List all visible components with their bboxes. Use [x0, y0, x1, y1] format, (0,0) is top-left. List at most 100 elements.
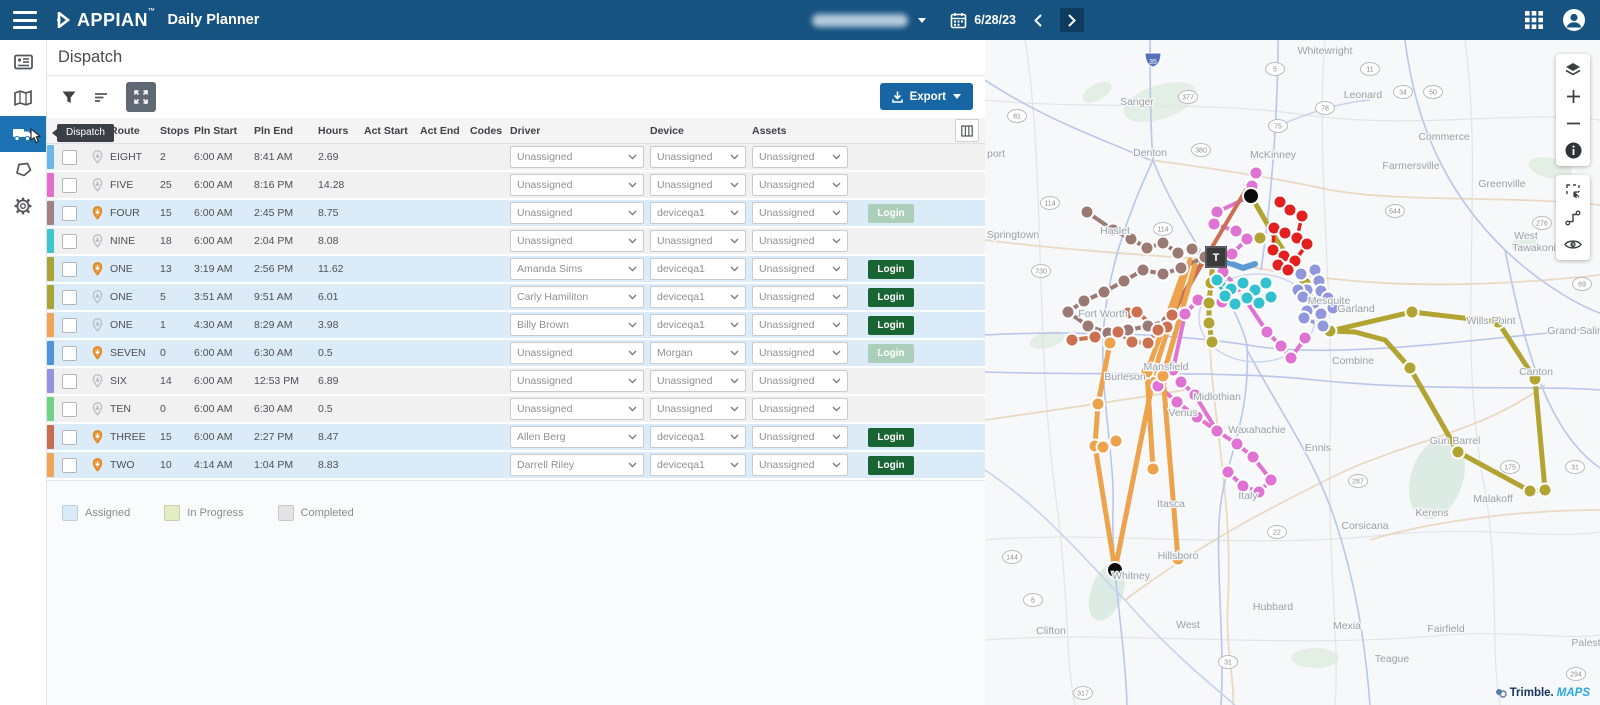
table-row[interactable]: FOUR 15 6:00 AM 2:45 PM 8.75 Unassigned device… — [46, 200, 985, 226]
route-stop-olive[interactable] — [1201, 295, 1217, 311]
route-stop-pink[interactable] — [1209, 204, 1225, 220]
login-button[interactable]: Login — [868, 315, 914, 335]
table-row[interactable]: ONE 1 4:30 AM 8:29 AM 3.98 Billy Brown deviceq… — [46, 312, 985, 338]
route-stop-periwinkle[interactable] — [1315, 318, 1331, 334]
route-path-icon[interactable] — [1556, 204, 1590, 231]
row-checkbox[interactable] — [61, 233, 77, 249]
device-select[interactable]: deviceqa1 — [650, 286, 746, 308]
assets-select[interactable]: Unassigned — [752, 230, 848, 252]
route-stop-pink[interactable] — [1283, 350, 1299, 366]
driver-select[interactable]: Unassigned — [510, 398, 644, 420]
route-stop-pink[interactable] — [1189, 409, 1205, 425]
route-stop-pink[interactable] — [1169, 394, 1185, 410]
row-checkbox[interactable] — [61, 429, 77, 445]
info-icon[interactable] — [1556, 137, 1590, 164]
device-select[interactable]: Unassigned — [650, 230, 746, 252]
export-button[interactable]: Export — [879, 83, 973, 110]
layers-icon[interactable] — [1556, 56, 1590, 83]
route-stop-brown[interactable] — [1155, 266, 1171, 282]
column-header-device[interactable]: Device — [650, 124, 684, 137]
driver-select[interactable]: Carly Hamiliton — [510, 286, 644, 308]
route-stop-red[interactable] — [1280, 262, 1296, 278]
route-stop-salmon[interactable] — [1140, 335, 1156, 351]
device-select[interactable]: deviceqa1 — [650, 202, 746, 224]
device-select[interactable]: Unassigned — [650, 174, 746, 196]
route-stop-salmon[interactable] — [1110, 324, 1126, 340]
driver-select[interactable]: Darrell Riley — [510, 454, 644, 476]
row-checkbox[interactable] — [61, 345, 77, 361]
row-checkbox[interactable] — [61, 289, 77, 305]
route-stop-olive[interactable] — [1450, 444, 1466, 460]
route-stop-pink[interactable] — [1245, 449, 1261, 465]
device-select[interactable]: deviceqa1 — [650, 314, 746, 336]
driver-select[interactable]: Billy Brown — [510, 314, 644, 336]
account-caret-icon[interactable] — [918, 17, 927, 23]
filter-icon[interactable] — [62, 91, 76, 104]
route-endpoint-marker[interactable] — [1242, 187, 1260, 205]
assets-select[interactable]: Unassigned — [752, 258, 848, 280]
route-stop-orange[interactable] — [1139, 364, 1155, 380]
row-checkbox[interactable] — [61, 149, 77, 165]
assets-select[interactable]: Unassigned — [752, 454, 848, 476]
route-stop-brown[interactable] — [1170, 245, 1186, 261]
assets-select[interactable]: Unassigned — [752, 202, 848, 224]
route-stop-olive[interactable] — [1490, 314, 1506, 330]
column-header-pln-end[interactable]: Pln End — [254, 124, 294, 137]
assets-select[interactable]: Unassigned — [752, 146, 848, 168]
assets-select[interactable]: Unassigned — [752, 314, 848, 336]
driver-select[interactable]: Unassigned — [510, 230, 644, 252]
table-row[interactable]: FIVE 25 6:00 AM 8:16 PM 14.28 Unassigned Unass… — [46, 172, 985, 198]
route-stop-brown[interactable] — [1123, 231, 1139, 247]
login-button[interactable]: Login — [868, 259, 914, 279]
map-canvas[interactable]: T port Sanger Denton McKinney Whitewright Leo… — [985, 40, 1600, 705]
route-stop-cyan[interactable] — [1235, 275, 1251, 291]
column-header-act-end[interactable]: Act End — [420, 124, 460, 137]
table-row[interactable]: ONE 13 3:19 AM 2:56 PM 11.62 Amanda Sims devic… — [46, 256, 985, 282]
device-select[interactable]: Unassigned — [650, 398, 746, 420]
device-select[interactable]: Morgan — [650, 342, 746, 364]
sidebar-item-zones[interactable] — [0, 152, 46, 188]
route-stop-brown[interactable] — [1184, 241, 1200, 257]
route-stop-brown[interactable] — [1105, 222, 1121, 238]
route-stop-cyan[interactable] — [1263, 289, 1279, 305]
route-stop-brown[interactable] — [1116, 273, 1132, 289]
route-stop-salmon[interactable] — [1087, 329, 1103, 345]
column-header-driver[interactable]: Driver — [510, 124, 541, 137]
route-stop-orange[interactable] — [1145, 461, 1161, 477]
depot-marker[interactable]: T — [1205, 246, 1227, 268]
sidebar-item-map-view[interactable] — [0, 80, 46, 116]
device-select[interactable]: Unassigned — [650, 370, 746, 392]
table-row[interactable]: THREE 15 6:00 AM 2:27 PM 8.47 Allen Berg devic… — [46, 424, 985, 450]
route-stop-olive[interactable] — [1404, 304, 1420, 320]
route-stop-olive[interactable] — [1201, 315, 1217, 331]
zoom-in-icon[interactable] — [1556, 83, 1590, 110]
route-stop-pink[interactable] — [1187, 387, 1203, 403]
route-stop-brown[interactable] — [1096, 284, 1112, 300]
route-stop-pink[interactable] — [1220, 464, 1236, 480]
route-stop-olive[interactable] — [1402, 360, 1418, 376]
route-stop-orange[interactable] — [1102, 335, 1118, 351]
route-stop-pink[interactable] — [1229, 436, 1245, 452]
route-stop-pink[interactable] — [1235, 478, 1251, 494]
driver-select[interactable]: Unassigned — [510, 202, 644, 224]
assets-select[interactable]: Unassigned — [752, 286, 848, 308]
route-stop-red[interactable] — [1299, 236, 1315, 252]
route-stop-salmon[interactable] — [1124, 334, 1140, 350]
row-checkbox[interactable] — [61, 457, 77, 473]
route-stop-brown[interactable] — [1060, 304, 1076, 320]
route-stop-cyan[interactable] — [1209, 272, 1225, 288]
driver-select[interactable]: Unassigned — [510, 146, 644, 168]
row-checkbox[interactable] — [61, 177, 77, 193]
route-stop-periwinkle[interactable] — [1293, 266, 1309, 282]
driver-select[interactable]: Allen Berg — [510, 426, 644, 448]
driver-select[interactable]: Unassigned — [510, 174, 644, 196]
route-stop-periwinkle[interactable] — [1296, 310, 1312, 326]
column-header-stops[interactable]: Stops — [160, 124, 190, 137]
route-stop-periwinkle[interactable] — [1313, 306, 1329, 322]
route-stop-pink[interactable] — [1173, 374, 1189, 390]
route-stop-brown[interactable] — [1079, 204, 1095, 220]
route-stop-cyan[interactable] — [1227, 296, 1243, 312]
route-stop-periwinkle[interactable] — [1325, 300, 1341, 316]
route-stop-olive[interactable] — [1204, 334, 1220, 350]
account-name-redacted[interactable] — [812, 13, 909, 27]
